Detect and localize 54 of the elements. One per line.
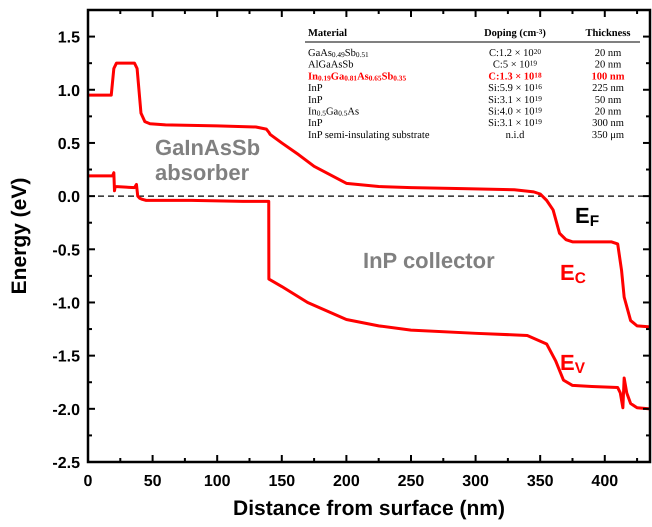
series-label: E$_{C}$ — [560, 260, 586, 287]
annotation: Material — [308, 28, 348, 39]
x-tick-label: 100 — [204, 473, 231, 490]
annotation: InP — [308, 83, 323, 94]
x-tick-label: 400 — [591, 473, 618, 490]
annotation: 20 nm — [594, 106, 622, 118]
x-tick-label: 150 — [268, 473, 296, 490]
x-tick-label: 0 — [84, 473, 93, 490]
annotation: In$_{0.19}$Ga$_{0.81}$As$_{0.65}$Sb$_{0.35}$ — [308, 71, 406, 83]
y-tick-label: -2.0 — [52, 402, 80, 419]
annotation: 350 μm — [592, 130, 624, 141]
y-tick-label: 1.0 — [58, 82, 80, 100]
annotation: AlGaAsSb — [308, 60, 354, 71]
annotation: InP semi-insulating substrate — [308, 130, 430, 141]
annotation: C:5 × 10$^{19}$ — [492, 58, 538, 71]
x-tick-label: 50 — [144, 473, 162, 490]
y-tick-label: 0.5 — [58, 136, 80, 153]
annotation: n.i.d — [506, 130, 526, 141]
annotation: Doping (cm$^{-3}$) — [484, 26, 546, 39]
x-tick-label: 300 — [462, 473, 490, 490]
y-tick-label: -0.5 — [52, 242, 80, 260]
annotation: Si:3.1 × 10$^{19}$ — [488, 116, 542, 130]
annotation: 50 nm — [594, 94, 622, 106]
annotation: 300 nm — [592, 118, 624, 130]
annotation: InP collector — [363, 248, 496, 273]
annotation: Thickness — [586, 28, 630, 39]
y-tick-label: 0.0 — [58, 189, 80, 206]
annotation: 225 nm — [592, 83, 624, 94]
annotation: 100 nm — [592, 71, 625, 82]
y-tick-label: -2.5 — [52, 455, 80, 472]
annotation: InP — [308, 94, 323, 106]
series-label: E$_{V}$ — [560, 350, 586, 377]
annotation: GaInAsSb — [155, 135, 260, 160]
x-tick-label: 200 — [333, 473, 360, 490]
y-tick-label: 1.5 — [58, 30, 80, 47]
x-tick-label: 250 — [398, 473, 424, 490]
annotation: In$_{0.5}$Ga$_{0.5}$As — [308, 106, 360, 118]
legend-label: E$_{F}$ — [575, 203, 600, 230]
y-tick-label: -1.0 — [52, 295, 80, 312]
annotation: 20 nm — [594, 60, 622, 71]
y-axis-title: Energy (eV) — [8, 178, 31, 294]
annotation: GaAs$_{0.49}$Sb$_{0.51}$ — [308, 48, 370, 60]
annotation: Si:3.1 × 10$^{19}$ — [488, 93, 542, 106]
y-tick-label: -1.5 — [52, 348, 80, 366]
x-tick-label: 350 — [526, 473, 554, 490]
annotation: Si:5.9 × 10$^{16}$ — [488, 82, 542, 94]
annotation: InP — [308, 118, 323, 130]
x-axis-title: Distance from surface (nm) — [233, 497, 505, 520]
annotation: 20 nm — [594, 48, 622, 59]
annotation: C:1.2 × 10$^{20}$ — [488, 46, 542, 59]
annotation: absorber — [155, 160, 250, 185]
annotation: C:1.3 × 10$^{18}$ — [488, 70, 542, 82]
line-series — [88, 62, 650, 328]
annotation: Si:4.0 × 10$^{19}$ — [488, 105, 542, 118]
